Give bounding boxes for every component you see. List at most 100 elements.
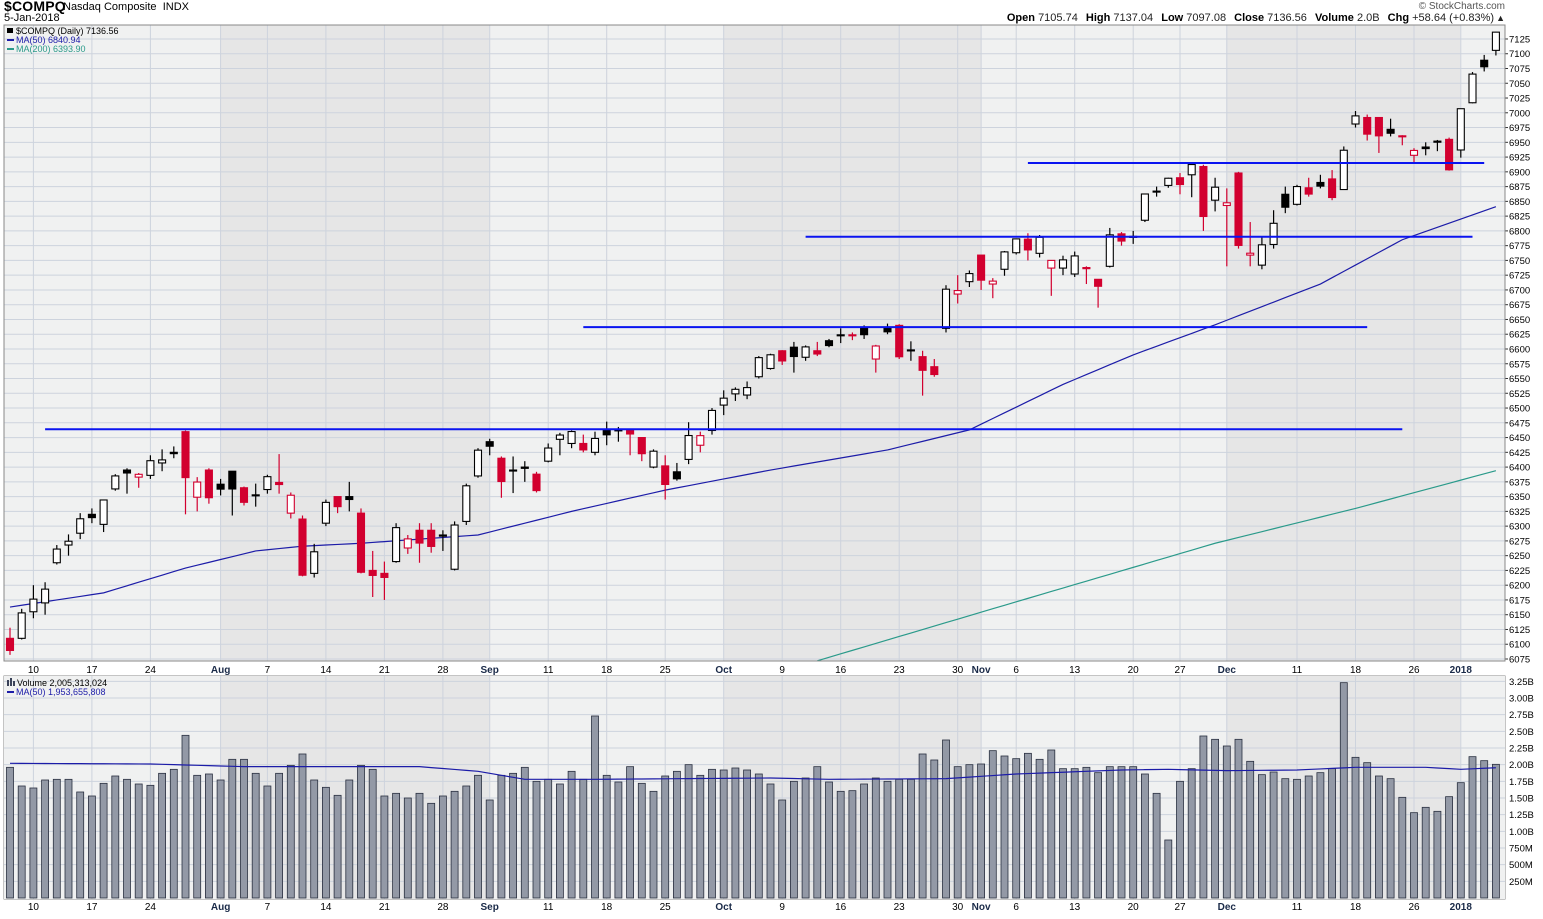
candle — [1409, 148, 1419, 163]
volume-bar — [649, 790, 658, 899]
candle — [1351, 111, 1360, 128]
volume-tick-label: 2.00B — [1509, 760, 1534, 771]
candle-body — [930, 366, 939, 376]
candle-body — [1491, 31, 1500, 51]
candle-body — [1398, 135, 1407, 138]
price-tick-label: 6675 — [1509, 300, 1530, 311]
date-tick-label: 28 — [437, 665, 449, 676]
candle — [883, 323, 892, 335]
candle — [1211, 177, 1220, 212]
volume-bar — [637, 782, 646, 899]
candle-legend-icon — [7, 28, 13, 33]
low-value: 7097.08 — [1186, 12, 1227, 24]
date-tick-label: Sep — [481, 665, 499, 676]
candle — [918, 350, 927, 396]
volume-bar — [321, 786, 330, 899]
candle — [1199, 164, 1208, 231]
volume-bar — [263, 785, 272, 899]
volume-bar — [146, 784, 155, 899]
volume-tick-label: 250M — [1509, 877, 1533, 888]
volume-bar — [1000, 755, 1009, 899]
candle — [1047, 259, 1056, 296]
date-tick-label: 16 — [835, 902, 847, 913]
candle — [602, 421, 611, 446]
candle — [158, 449, 167, 472]
candle-body — [380, 572, 389, 578]
volume-bar — [930, 759, 939, 899]
volume-bar — [216, 779, 225, 899]
candle — [801, 345, 810, 361]
volume-bar — [345, 779, 354, 899]
date-tick-label: 23 — [894, 665, 906, 676]
volume-bar — [918, 753, 927, 899]
price-tick-label: 6500 — [1509, 404, 1530, 415]
volume-bar — [988, 750, 997, 899]
candle — [193, 477, 202, 512]
candle-body — [1082, 267, 1091, 270]
candle — [1222, 188, 1231, 267]
candle-body — [1363, 116, 1372, 135]
volume-bar — [29, 787, 38, 899]
volume-bar — [825, 781, 833, 899]
candle-body — [1105, 234, 1114, 267]
candle-body — [1445, 138, 1454, 171]
candle — [1491, 31, 1500, 56]
candle-body — [941, 288, 951, 329]
candle-body — [345, 496, 354, 501]
candle — [368, 550, 377, 597]
candle-body — [754, 357, 763, 378]
price-tick-label: 6200 — [1509, 581, 1530, 592]
date-tick-label: 11 — [543, 902, 554, 913]
candle — [321, 499, 330, 527]
price-tick-label: 6325 — [1509, 507, 1530, 518]
candle-body — [286, 494, 295, 514]
volume-bar — [1258, 774, 1266, 899]
candle — [509, 456, 518, 494]
volume-bar — [766, 783, 775, 899]
candle-body — [1234, 172, 1243, 246]
volume-bar — [1456, 782, 1465, 899]
volume-bar — [1398, 796, 1407, 899]
price-tick-label: 7100 — [1509, 49, 1530, 60]
close-label: Close — [1234, 12, 1265, 24]
candle-body — [1468, 73, 1477, 104]
candle — [1058, 255, 1068, 276]
volume-bar — [298, 753, 307, 899]
candle-body — [637, 437, 646, 455]
volume-bar — [474, 774, 482, 899]
candle-body — [696, 435, 705, 446]
volume-bar — [380, 795, 389, 899]
candle-body — [1269, 222, 1278, 246]
candle-body — [672, 471, 681, 480]
candle — [532, 471, 541, 493]
candle-body — [462, 485, 471, 522]
price-tick-label: 6600 — [1509, 344, 1530, 355]
candle — [848, 332, 857, 341]
candle — [953, 275, 962, 304]
candle — [1292, 184, 1302, 206]
volume-tick-label: 2.25B — [1509, 743, 1534, 754]
volume-bar — [76, 791, 85, 899]
volume-bar — [895, 778, 904, 899]
candle-body — [1257, 244, 1266, 266]
candle-body — [906, 349, 915, 352]
copyright-link[interactable]: © StockCharts.com — [1418, 1, 1505, 12]
candle — [497, 456, 506, 498]
volume-bar — [790, 780, 798, 899]
volume-bar — [1468, 756, 1477, 899]
candle — [544, 443, 553, 463]
price-tick-label: 6275 — [1509, 536, 1530, 547]
volume-bar — [240, 758, 248, 899]
date-tick-label: 10 — [28, 665, 40, 676]
volume-bar — [111, 775, 120, 899]
candle-body — [1386, 128, 1395, 134]
candle — [766, 353, 775, 370]
candle — [450, 521, 459, 571]
candle — [941, 285, 951, 333]
volume-bar — [778, 799, 787, 899]
security-name: Nasdaq Composite INDX — [63, 1, 189, 13]
candle-body — [731, 388, 740, 395]
candle-body — [438, 534, 447, 537]
volume-bar — [1187, 768, 1196, 899]
volume-bar — [731, 767, 740, 899]
